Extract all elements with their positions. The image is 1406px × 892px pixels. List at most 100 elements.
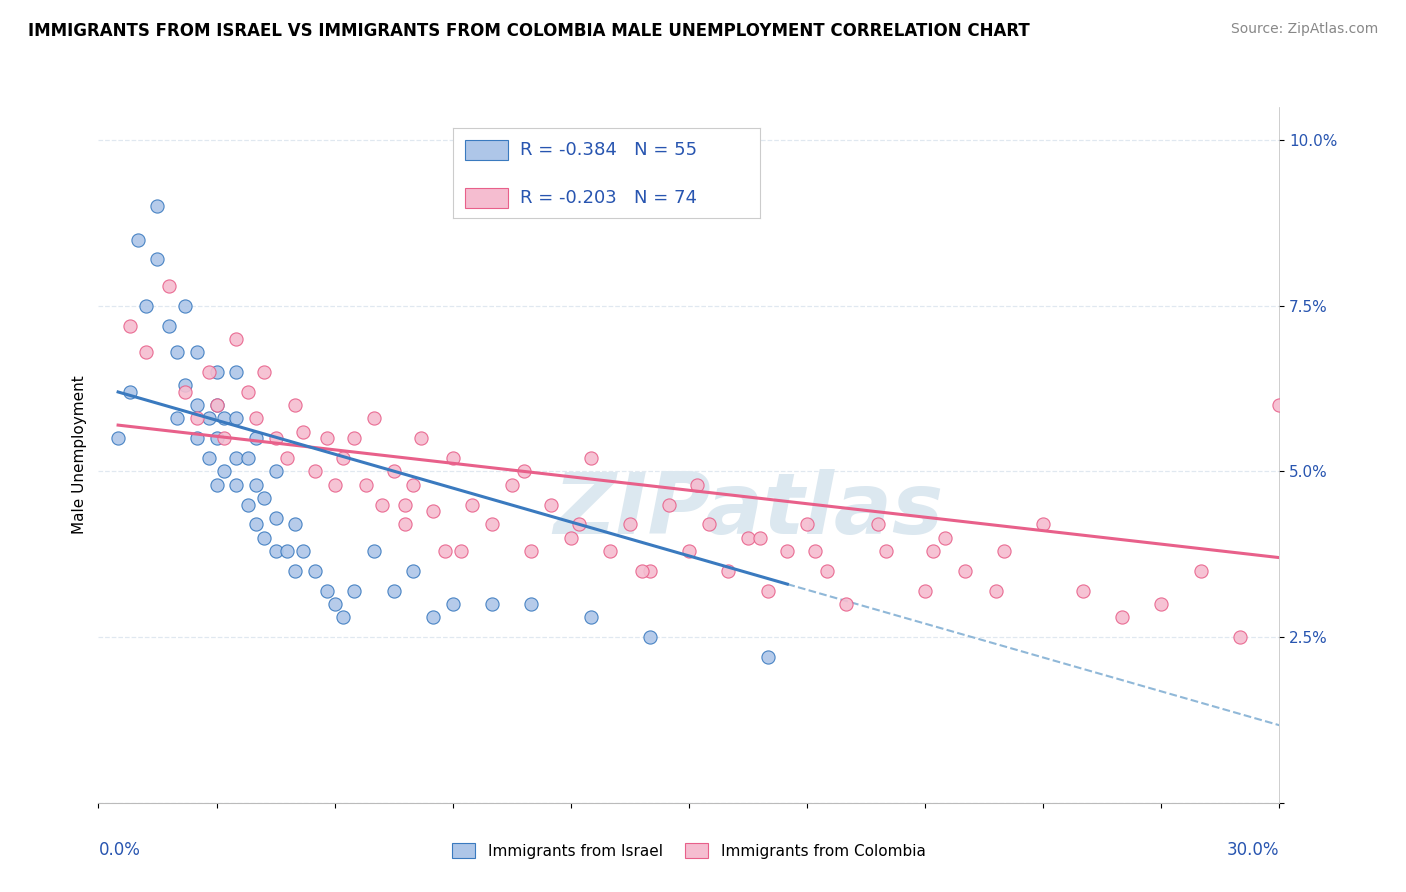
Point	[441, 451, 464, 466]
Text: Source: ZipAtlas.com: Source: ZipAtlas.com	[1230, 22, 1378, 37]
Point	[422, 504, 444, 518]
Point	[197, 451, 219, 466]
Point	[292, 544, 315, 558]
Point	[1268, 398, 1291, 412]
Point	[174, 299, 197, 313]
Point	[835, 597, 858, 611]
Point	[599, 544, 621, 558]
Point	[157, 318, 180, 333]
Y-axis label: Male Unemployment: Male Unemployment	[72, 376, 87, 534]
Point	[717, 564, 740, 578]
Point	[166, 411, 188, 425]
Point	[245, 431, 267, 445]
Text: ZIPatlas: ZIPatlas	[553, 469, 943, 552]
Point	[284, 564, 307, 578]
Point	[205, 431, 228, 445]
Point	[107, 431, 129, 445]
Point	[402, 477, 425, 491]
Point	[520, 597, 543, 611]
Point	[225, 451, 247, 466]
Point	[1032, 517, 1054, 532]
Point	[402, 564, 425, 578]
Point	[441, 597, 464, 611]
Point	[214, 431, 236, 445]
Point	[1150, 597, 1173, 611]
Point	[146, 199, 169, 213]
Point	[934, 531, 956, 545]
Point	[276, 544, 298, 558]
Point	[236, 498, 259, 512]
Point	[461, 498, 484, 512]
Point	[411, 431, 433, 445]
Point	[686, 477, 709, 491]
Point	[225, 365, 247, 379]
Point	[343, 583, 366, 598]
Point	[264, 465, 287, 479]
Point	[214, 411, 236, 425]
Point	[264, 511, 287, 525]
Point	[354, 477, 377, 491]
Point	[205, 398, 228, 412]
Point	[332, 451, 354, 466]
Point	[127, 233, 149, 247]
Point	[737, 531, 759, 545]
Point	[433, 544, 456, 558]
Point	[166, 345, 188, 359]
Point	[638, 564, 661, 578]
Point	[174, 384, 197, 399]
Point	[540, 498, 562, 512]
Point	[284, 398, 307, 412]
Point	[748, 531, 770, 545]
Point	[697, 517, 720, 532]
Text: IMMIGRANTS FROM ISRAEL VS IMMIGRANTS FROM COLOMBIA MALE UNEMPLOYMENT CORRELATION: IMMIGRANTS FROM ISRAEL VS IMMIGRANTS FRO…	[28, 22, 1029, 40]
Point	[186, 345, 208, 359]
Point	[481, 517, 503, 532]
Point	[658, 498, 681, 512]
Point	[1071, 583, 1094, 598]
Point	[205, 398, 228, 412]
Point	[363, 411, 385, 425]
Point	[186, 411, 208, 425]
Point	[292, 425, 315, 439]
Point	[135, 345, 157, 359]
Point	[512, 465, 534, 479]
Point	[284, 517, 307, 532]
Point	[225, 332, 247, 346]
Point	[323, 477, 346, 491]
Point	[315, 431, 337, 445]
Point	[225, 411, 247, 425]
Point	[214, 465, 236, 479]
Point	[922, 544, 945, 558]
Point	[776, 544, 799, 558]
Point	[914, 583, 936, 598]
Point	[343, 431, 366, 445]
Point	[332, 610, 354, 624]
Point	[186, 398, 208, 412]
Point	[245, 517, 267, 532]
Point	[568, 517, 591, 532]
Point	[253, 491, 276, 505]
Point	[205, 365, 228, 379]
Point	[394, 517, 416, 532]
Point	[264, 431, 287, 445]
Point	[146, 252, 169, 267]
Point	[481, 597, 503, 611]
Point	[756, 650, 779, 665]
Point	[315, 583, 337, 598]
Point	[560, 531, 582, 545]
Point	[875, 544, 897, 558]
Point	[756, 583, 779, 598]
Point	[118, 384, 141, 399]
Point	[253, 365, 276, 379]
Point	[304, 564, 326, 578]
Text: 0.0%: 0.0%	[98, 841, 141, 859]
Point	[866, 517, 889, 532]
Point	[450, 544, 472, 558]
Point	[253, 531, 276, 545]
Point	[1229, 630, 1251, 644]
Point	[678, 544, 700, 558]
Point	[579, 610, 602, 624]
Point	[984, 583, 1007, 598]
Point	[422, 610, 444, 624]
Text: 30.0%: 30.0%	[1227, 841, 1279, 859]
